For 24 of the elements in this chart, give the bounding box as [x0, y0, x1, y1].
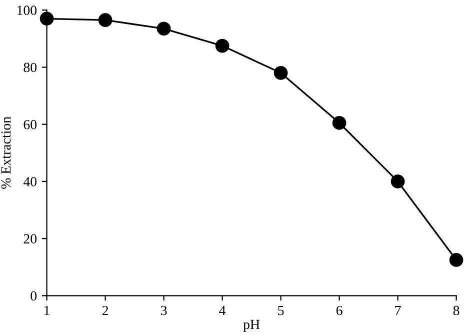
x-tick-label: 1 — [44, 306, 50, 316]
point — [215, 38, 230, 53]
y-axis-title: % Extraction — [1, 116, 11, 189]
x-tick-label: 6 — [336, 306, 342, 316]
x-axis-title: pH — [243, 320, 260, 332]
point — [332, 116, 346, 130]
x-tick-label: 5 — [278, 306, 284, 316]
y-tick-label: 0 — [30, 291, 37, 301]
x-tick-label: 3 — [160, 306, 167, 316]
y-tick-label: 20 — [24, 234, 37, 244]
x-tick-label: 2 — [102, 306, 108, 316]
point — [98, 13, 112, 28]
x-tick-label: 7 — [395, 306, 401, 316]
point — [449, 253, 464, 267]
y-tick-label: 60 — [24, 120, 37, 130]
x-tick-label: 8 — [453, 306, 460, 316]
point — [274, 66, 288, 80]
x-tick-label: 4 — [219, 306, 226, 316]
y-tick-label: 100 — [17, 6, 37, 16]
point — [156, 22, 171, 36]
point — [40, 12, 54, 26]
y-tick-label: 80 — [24, 62, 37, 72]
point — [390, 174, 405, 188]
y-tick-label: 40 — [23, 177, 37, 186]
